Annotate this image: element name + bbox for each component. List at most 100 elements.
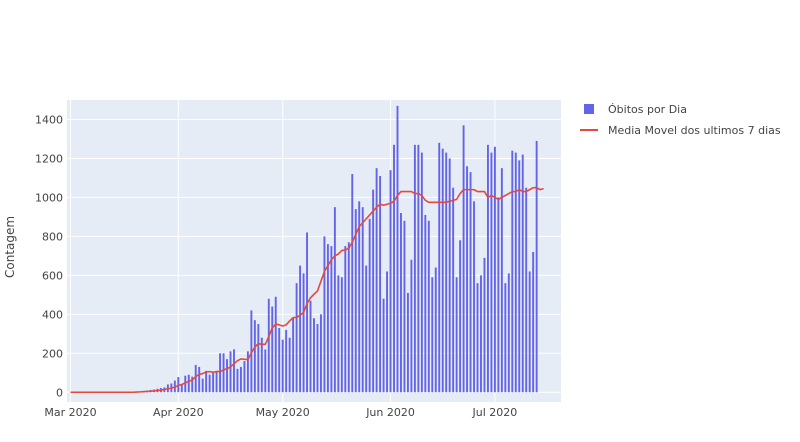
bar[interactable] — [205, 370, 208, 393]
bar[interactable] — [493, 146, 496, 393]
bar[interactable] — [400, 213, 402, 393]
bar[interactable] — [243, 361, 246, 393]
bar[interactable] — [459, 240, 462, 393]
bar[interactable] — [264, 349, 267, 393]
bar[interactable] — [518, 160, 521, 393]
bar[interactable] — [351, 174, 354, 393]
bar[interactable] — [354, 209, 357, 393]
bar[interactable] — [309, 300, 312, 393]
bar[interactable] — [462, 125, 465, 393]
bar[interactable] — [306, 232, 308, 393]
bar[interactable] — [340, 277, 343, 393]
bar[interactable] — [198, 366, 201, 393]
bar[interactable] — [274, 296, 277, 393]
bar[interactable] — [246, 351, 249, 393]
bar[interactable] — [507, 273, 510, 393]
bar[interactable] — [528, 271, 531, 393]
bar[interactable] — [253, 320, 256, 393]
bar[interactable] — [292, 318, 295, 393]
bar[interactable] — [236, 368, 239, 393]
bar[interactable] — [403, 220, 406, 393]
bar[interactable] — [486, 144, 489, 393]
bar[interactable] — [229, 351, 232, 393]
bar[interactable] — [427, 220, 430, 393]
bar[interactable] — [389, 170, 392, 393]
bar[interactable] — [441, 148, 444, 393]
bar[interactable] — [535, 140, 538, 393]
bar[interactable] — [184, 375, 187, 393]
bar[interactable] — [386, 271, 389, 393]
bar[interactable] — [375, 168, 378, 393]
legend-item-bars[interactable]: Óbitos por Dia — [584, 103, 687, 116]
bar[interactable] — [448, 158, 451, 393]
bar[interactable] — [490, 152, 493, 393]
bar[interactable] — [396, 105, 399, 393]
bar[interactable] — [424, 214, 427, 393]
bar[interactable] — [514, 152, 517, 393]
bar[interactable] — [420, 152, 423, 393]
bar[interactable] — [330, 246, 333, 393]
bar[interactable] — [368, 218, 371, 393]
bar[interactable] — [320, 314, 322, 393]
bar[interactable] — [323, 236, 326, 393]
bar[interactable] — [393, 144, 395, 393]
bar[interactable] — [525, 187, 528, 393]
bar[interactable] — [337, 275, 340, 393]
bar[interactable] — [521, 154, 524, 393]
bar[interactable] — [476, 283, 479, 393]
bar[interactable] — [191, 376, 194, 393]
bar[interactable] — [313, 318, 315, 393]
bar[interactable] — [295, 283, 298, 393]
bar[interactable] — [333, 207, 336, 393]
bar[interactable] — [180, 384, 183, 393]
bar[interactable] — [452, 187, 455, 393]
bar[interactable] — [299, 265, 302, 393]
bar[interactable] — [406, 292, 409, 393]
bar[interactable] — [281, 339, 284, 393]
bar[interactable] — [532, 251, 535, 393]
bar[interactable] — [344, 246, 347, 393]
bar[interactable] — [445, 152, 448, 393]
bar[interactable] — [219, 353, 222, 393]
bar[interactable] — [480, 275, 482, 393]
bar[interactable] — [473, 201, 475, 393]
bar[interactable] — [222, 353, 225, 393]
legend[interactable]: Óbitos por Dia Media Movel dos ultimos 7… — [580, 103, 781, 137]
bar[interactable] — [511, 150, 514, 393]
bar[interactable] — [278, 327, 281, 393]
bar[interactable] — [347, 242, 350, 393]
moving-average-line[interactable] — [70, 186, 544, 394]
bar[interactable] — [438, 142, 441, 393]
bar[interactable] — [358, 201, 361, 393]
bar[interactable] — [250, 310, 253, 393]
legend-item-line[interactable]: Media Movel dos ultimos 7 dias — [580, 124, 781, 137]
bar[interactable] — [483, 257, 486, 393]
bar[interactable] — [187, 374, 190, 393]
bar[interactable] — [466, 166, 469, 393]
bar[interactable] — [431, 277, 434, 393]
bar[interactable] — [365, 265, 368, 393]
bar[interactable] — [194, 364, 197, 393]
bar[interactable] — [201, 378, 204, 393]
bar[interactable] — [267, 298, 270, 393]
bar[interactable] — [208, 374, 211, 393]
bar[interactable] — [361, 207, 364, 393]
bar[interactable] — [260, 337, 263, 393]
bar[interactable] — [288, 337, 291, 393]
bar[interactable] — [271, 306, 274, 393]
bar[interactable] — [326, 244, 329, 393]
bar[interactable] — [434, 267, 437, 393]
bar[interactable] — [372, 189, 375, 393]
bar[interactable] — [239, 366, 242, 393]
bar[interactable] — [379, 175, 382, 393]
bar[interactable] — [226, 359, 228, 393]
bar[interactable] — [316, 324, 319, 393]
bar[interactable] — [455, 277, 458, 393]
bar[interactable] — [410, 259, 413, 393]
bar[interactable] — [500, 168, 503, 393]
bar[interactable] — [257, 324, 260, 393]
bar[interactable] — [504, 283, 507, 393]
bar[interactable] — [233, 349, 235, 393]
bar[interactable] — [302, 273, 305, 393]
bar[interactable] — [417, 144, 420, 393]
